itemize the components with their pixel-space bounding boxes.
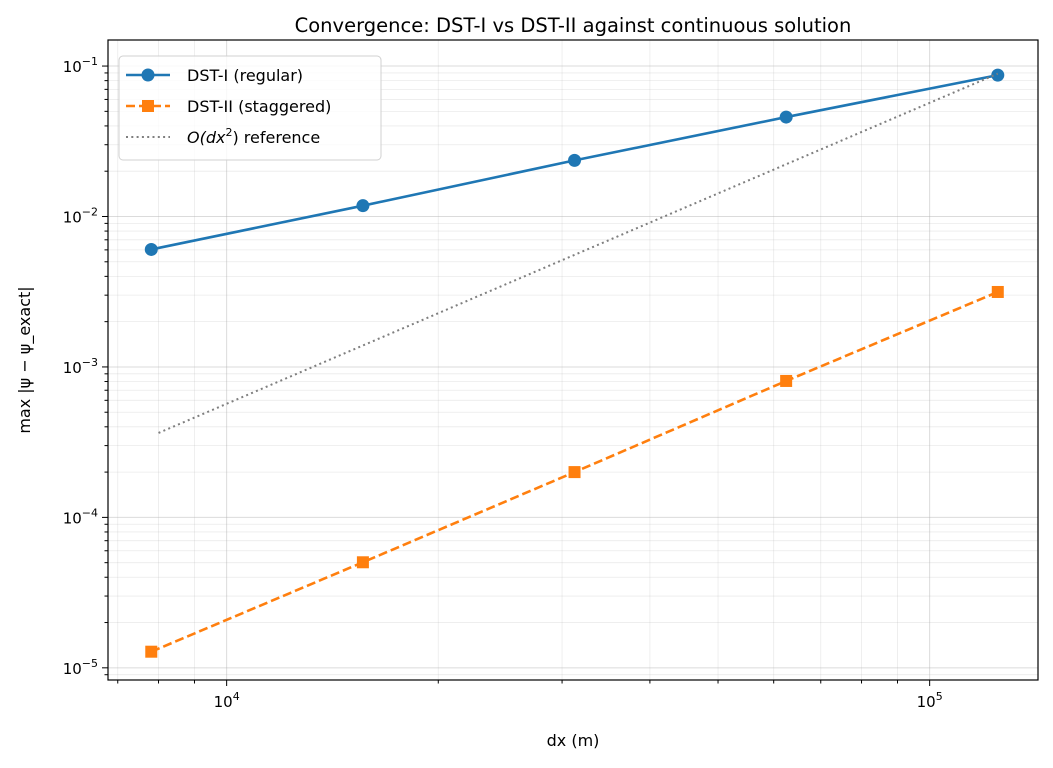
data-point-square <box>568 466 581 479</box>
data-point-circle <box>779 110 793 124</box>
data-point-square <box>780 374 793 387</box>
y-tick-label: 10−5 <box>63 657 98 678</box>
data-point-circle <box>568 153 582 167</box>
x-tick-label: 104 <box>214 690 240 711</box>
data-point-circle <box>356 199 370 213</box>
data-point-circle <box>991 68 1005 82</box>
ticks: 104 105 10−1 10−2 10−3 10−4 10−5 <box>63 55 943 711</box>
chart-title: Convergence: DST-I vs DST-II against con… <box>295 14 852 37</box>
data-point-square <box>145 645 158 658</box>
x-axis-label: dx (m) <box>547 731 600 750</box>
series-group <box>144 68 1005 658</box>
x-tick-label: 105 <box>917 690 943 711</box>
plot-frame <box>107 39 1039 681</box>
series-line-2 <box>158 72 999 434</box>
legend-marker-square <box>142 100 154 112</box>
data-point-square <box>991 285 1004 298</box>
grid <box>108 40 1038 680</box>
legend: DST-I (regular) DST-II (staggered) O(dx2) … <box>118 55 382 161</box>
y-tick-label: 10−4 <box>63 506 98 527</box>
y-tick-label: 10−3 <box>63 356 98 377</box>
legend-box <box>118 55 382 161</box>
y-tick-label: 10−1 <box>63 55 98 76</box>
legend-label-0: DST-I (regular) <box>187 66 303 85</box>
legend-label-2: O(dx2) reference <box>187 126 320 147</box>
y-tick-label: 10−2 <box>63 205 98 226</box>
y-axis-label: max |ψ − ψ_exact| <box>15 286 35 433</box>
legend-marker-circle <box>141 68 155 82</box>
data-point-square <box>356 556 369 569</box>
data-point-circle <box>144 242 158 256</box>
legend-label-1: DST-II (staggered) <box>187 97 331 116</box>
